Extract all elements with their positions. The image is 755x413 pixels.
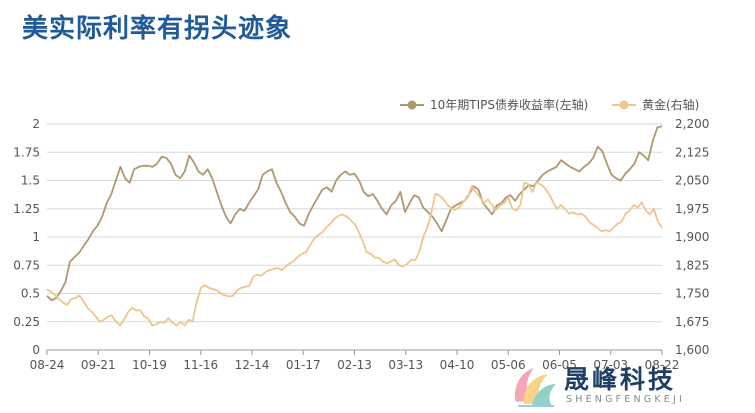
watermark: 晟峰科技 SHENGFENGKEJI bbox=[508, 360, 708, 412]
left-tick-label: 0 bbox=[32, 343, 40, 357]
left-tick-label: 0.25 bbox=[13, 315, 40, 329]
right-tick-label: 1,675 bbox=[675, 315, 709, 329]
left-tick-label: 0.5 bbox=[21, 287, 40, 301]
right-tick-label: 2,200 bbox=[675, 117, 709, 131]
left-tick-label: 1.25 bbox=[13, 202, 40, 216]
x-tick-label: 10-19 bbox=[132, 358, 167, 372]
legend-item-gold[interactable]: 黄金(右轴) bbox=[612, 97, 699, 112]
left-axis-ticks: 0 0.25 0.5 0.75 1 1.25 1.5 1.75 2 bbox=[13, 117, 40, 357]
x-tick-label: 03-13 bbox=[388, 358, 423, 372]
watermark-brand-name: 晟峰科技 bbox=[564, 365, 677, 394]
x-tick-label: 12-14 bbox=[235, 358, 270, 372]
brand-logo-icon bbox=[514, 368, 556, 407]
left-tick-label: 2 bbox=[32, 117, 40, 131]
x-tick-label: 06-05 bbox=[542, 358, 577, 372]
x-tick-label: 05-06 bbox=[491, 358, 526, 372]
x-tick-label: 08-24 bbox=[30, 358, 65, 372]
right-tick-label: 2,050 bbox=[675, 174, 709, 188]
left-tick-label: 1.5 bbox=[21, 174, 40, 188]
legend-label-gold: 黄金(右轴) bbox=[642, 97, 699, 112]
right-axis-ticks: 1,600 1,675 1,750 1,825 1,900 1,975 2,050 2,125… bbox=[675, 117, 709, 357]
right-tick-label: 1,825 bbox=[675, 258, 709, 272]
legend-item-tips[interactable]: 10年期TIPS债券收益率(左轴) bbox=[400, 97, 588, 112]
x-tick-label: 07-03 bbox=[593, 358, 628, 372]
x-tick-label: 09-21 bbox=[81, 358, 116, 372]
x-tick-label: 08-22 bbox=[645, 358, 680, 372]
right-tick-label: 1,975 bbox=[675, 202, 709, 216]
x-tick-label: 02-13 bbox=[337, 358, 372, 372]
left-tick-label: 1.75 bbox=[13, 145, 40, 159]
left-tick-label: 1 bbox=[32, 230, 40, 244]
left-tick-label: 0.75 bbox=[13, 258, 40, 272]
legend: 10年期TIPS债券收益率(左轴) 黄金(右轴) bbox=[400, 97, 699, 112]
right-tick-label: 1,600 bbox=[675, 343, 709, 357]
series-line-gold[interactable] bbox=[46, 181, 663, 327]
legend-label-tips: 10年期TIPS债券收益率(左轴) bbox=[430, 97, 588, 112]
x-tick-label: 04-10 bbox=[440, 358, 475, 372]
chart-title: 美实际利率有拐头迹象 bbox=[22, 14, 293, 44]
right-tick-label: 1,750 bbox=[675, 287, 709, 301]
right-tick-label: 2,125 bbox=[675, 145, 709, 159]
right-tick-label: 1,900 bbox=[675, 230, 709, 244]
x-tick-label: 11-16 bbox=[183, 358, 218, 372]
legend-marker-gold bbox=[619, 100, 629, 110]
x-axis-ticks: 08-24 09-21 10-19 11-16 12-14 01-17 02-13 03-13… bbox=[30, 350, 680, 372]
series-line-tips-yield[interactable] bbox=[46, 125, 663, 302]
watermark-brand-pinyin: SHENGFENGKEJI bbox=[566, 394, 686, 405]
legend-marker-tips bbox=[407, 100, 417, 110]
x-tick-label: 01-17 bbox=[286, 358, 321, 372]
